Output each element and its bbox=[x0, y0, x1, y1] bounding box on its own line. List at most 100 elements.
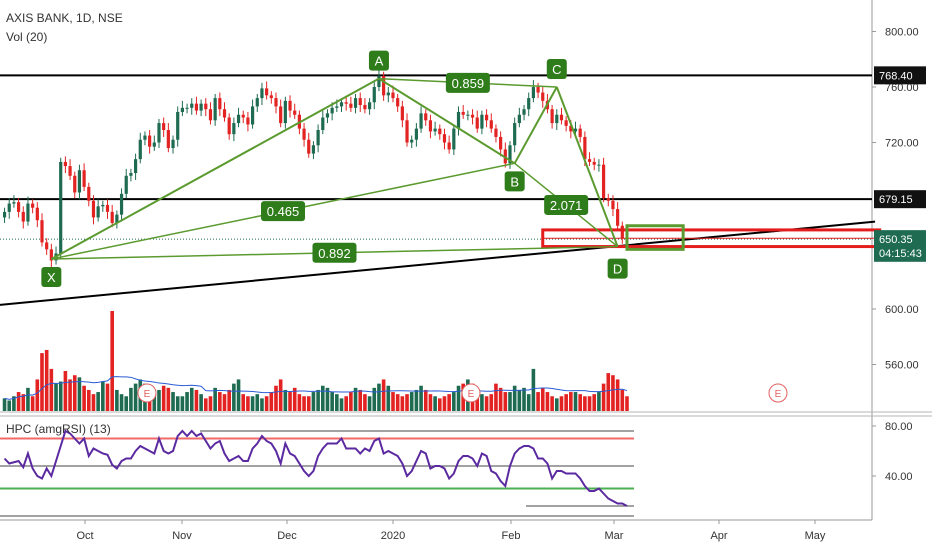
candle-body bbox=[288, 100, 292, 111]
volume-bar bbox=[40, 353, 44, 411]
candle-body bbox=[26, 203, 30, 222]
price-tag-label: 679.15 bbox=[879, 194, 913, 206]
volume-bar bbox=[503, 392, 508, 411]
candle-body bbox=[578, 128, 582, 137]
candle-body bbox=[353, 98, 358, 108]
candle-body bbox=[325, 113, 330, 118]
volume-bar bbox=[269, 392, 274, 411]
leg-bc bbox=[513, 86, 558, 164]
candle-body bbox=[517, 114, 521, 124]
candle-body bbox=[208, 109, 213, 121]
pattern-point-label: C bbox=[552, 62, 561, 77]
volume-bar bbox=[335, 394, 339, 411]
volume-bar bbox=[587, 396, 592, 411]
volume-bar bbox=[615, 379, 620, 411]
candle-body bbox=[433, 128, 437, 132]
candle-body bbox=[213, 98, 217, 121]
candle-body bbox=[133, 159, 138, 174]
candle-body bbox=[555, 114, 559, 124]
volume-bar bbox=[540, 387, 545, 411]
volume-bar bbox=[625, 396, 629, 411]
price-tick-label: 760.00 bbox=[885, 82, 919, 94]
support-trendline bbox=[0, 220, 876, 306]
candle-body bbox=[447, 142, 451, 150]
candle-body bbox=[531, 87, 535, 99]
volume-bar bbox=[494, 383, 498, 411]
symbol-title: AXIS BANK, 1D, NSE bbox=[6, 11, 123, 25]
time-axis: Oct Nov Dec 2020 Feb Mar Apr May bbox=[76, 520, 826, 542]
volume-bar bbox=[437, 398, 442, 411]
candle-body bbox=[316, 130, 320, 146]
candle-body bbox=[367, 102, 372, 110]
volume-bar bbox=[246, 396, 250, 411]
candle-body bbox=[63, 161, 67, 167]
volume-bar bbox=[522, 387, 526, 411]
volume-bar bbox=[185, 392, 189, 411]
volume-bar bbox=[86, 389, 91, 411]
candle-body bbox=[59, 161, 63, 254]
volume-bar bbox=[564, 394, 568, 411]
price-tick-label: 800.00 bbox=[885, 27, 919, 39]
candle-body bbox=[227, 117, 231, 135]
ratio-badge bbox=[544, 194, 589, 215]
candle-body bbox=[152, 142, 156, 147]
volume-bar bbox=[367, 396, 372, 411]
candle-body bbox=[606, 198, 610, 201]
volume-bar bbox=[16, 392, 21, 411]
volume-bar bbox=[2, 398, 7, 411]
volume-bar bbox=[203, 398, 208, 411]
ratio-badge bbox=[261, 201, 306, 222]
candle-body bbox=[597, 164, 601, 166]
volume-bar bbox=[409, 392, 414, 411]
volume-bar bbox=[489, 394, 494, 411]
price-tag bbox=[874, 230, 926, 249]
volume-bar bbox=[96, 392, 100, 411]
candle-body bbox=[12, 202, 16, 204]
candle-body bbox=[494, 128, 498, 137]
candle-body bbox=[400, 106, 404, 121]
leg-cd bbox=[555, 86, 619, 247]
volume-bar bbox=[110, 311, 114, 411]
volume-bar bbox=[531, 368, 536, 411]
candle-body bbox=[419, 113, 423, 129]
candle-body bbox=[527, 98, 531, 110]
candle-body bbox=[391, 92, 395, 99]
candle-body bbox=[484, 114, 489, 121]
candle-body bbox=[250, 106, 255, 125]
volume-bar bbox=[569, 392, 573, 411]
candle-body bbox=[569, 125, 573, 132]
volume-bar bbox=[292, 387, 297, 411]
candle-body bbox=[2, 211, 7, 218]
volume-bar bbox=[349, 392, 353, 411]
volume-bar bbox=[311, 392, 316, 411]
candle-body bbox=[372, 87, 376, 103]
volume-bar bbox=[7, 400, 12, 411]
volume-bar bbox=[68, 379, 72, 411]
candle-body bbox=[16, 202, 21, 212]
time-tick-label: May bbox=[805, 530, 826, 542]
volume-bar bbox=[101, 381, 105, 411]
candle-body bbox=[87, 186, 91, 201]
volume-bar bbox=[175, 396, 180, 411]
volume-bar bbox=[386, 385, 391, 411]
volume-bar bbox=[199, 394, 203, 411]
pattern-point-label: B bbox=[510, 174, 519, 189]
candle-body bbox=[105, 204, 110, 212]
time-tick-label: Feb bbox=[502, 530, 521, 542]
volume-bar bbox=[578, 394, 582, 411]
candle-body bbox=[68, 166, 72, 176]
volume-bar bbox=[82, 385, 86, 411]
candle-body bbox=[21, 211, 25, 222]
candle-body bbox=[377, 75, 381, 87]
volume-bar bbox=[180, 396, 185, 411]
volume-bar bbox=[405, 394, 409, 411]
candle-body bbox=[283, 100, 287, 124]
candle-body bbox=[480, 114, 484, 129]
volume-bar bbox=[189, 387, 194, 411]
volume-bar bbox=[35, 379, 40, 411]
volume-bar bbox=[250, 396, 255, 411]
price-tag bbox=[874, 66, 926, 85]
candle-body bbox=[31, 203, 35, 208]
